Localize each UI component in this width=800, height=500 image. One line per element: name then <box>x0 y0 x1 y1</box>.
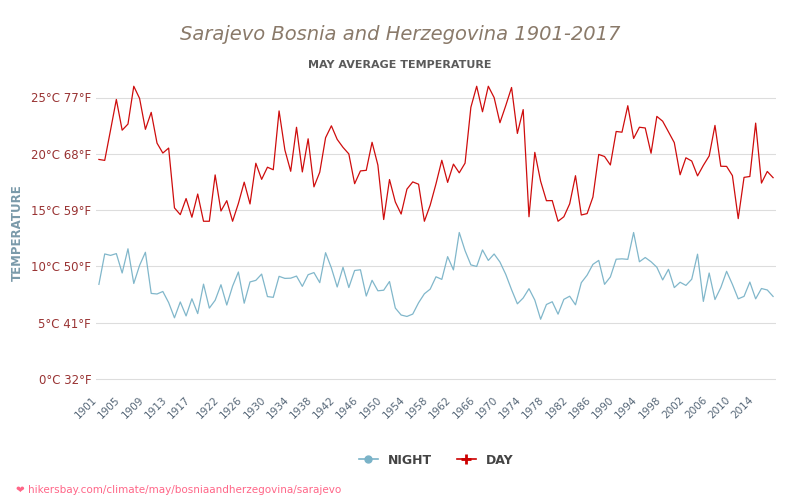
Legend: NIGHT, DAY: NIGHT, DAY <box>354 449 518 472</box>
Text: ❤ hikersbay.com/climate/may/bosniaandherzegovina/sarajevo: ❤ hikersbay.com/climate/may/bosniaandher… <box>16 485 342 495</box>
Y-axis label: TEMPERATURE: TEMPERATURE <box>11 184 24 281</box>
Text: Sarajevo Bosnia and Herzegovina 1901-2017: Sarajevo Bosnia and Herzegovina 1901-201… <box>180 25 620 44</box>
Text: MAY AVERAGE TEMPERATURE: MAY AVERAGE TEMPERATURE <box>308 60 492 70</box>
